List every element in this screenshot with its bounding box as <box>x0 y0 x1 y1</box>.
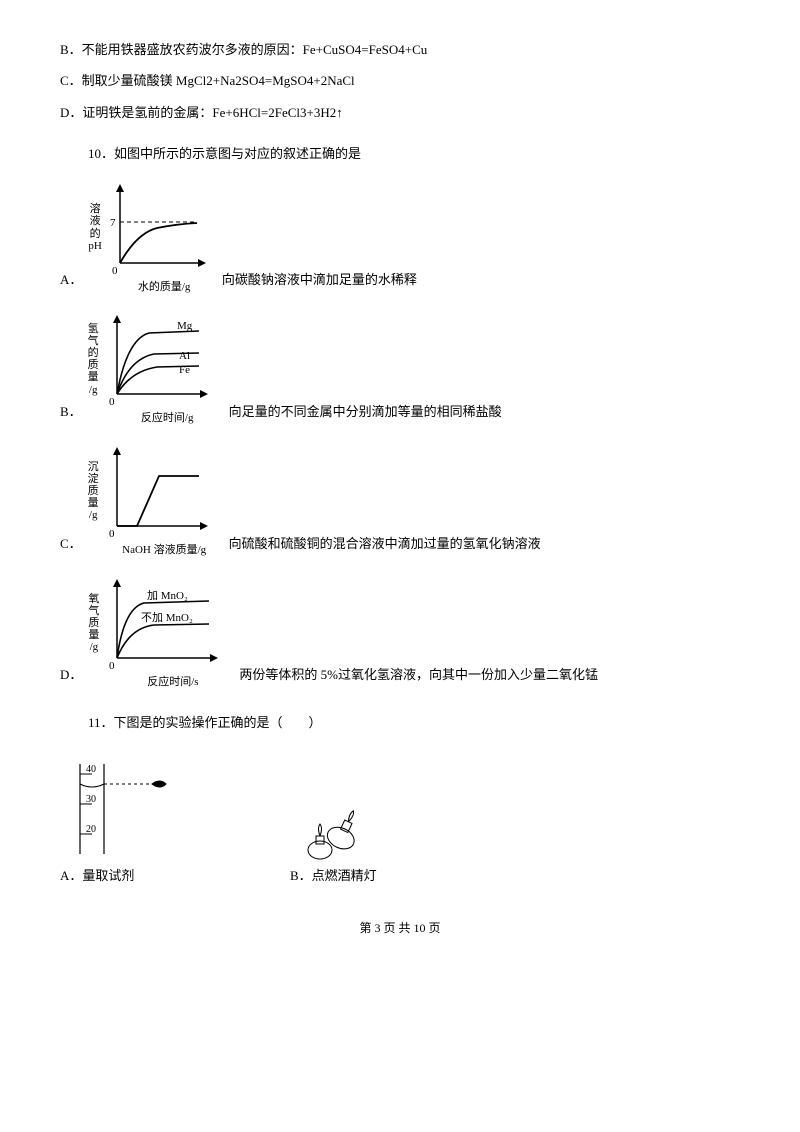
question-10-title: 10．如图中所示的示意图与对应的叙述正确的是 <box>88 142 740 165</box>
y-axis-label: 氧气质量/g <box>88 593 99 653</box>
svg-text:40: 40 <box>86 764 96 775</box>
option-b: B．不能用铁器盛放农药波尔多液的原因：Fe+CuSO4=FeSO4+Cu <box>60 38 740 61</box>
chart-a-svg: 7 0 <box>102 178 212 278</box>
svg-text:Fe: Fe <box>179 364 190 376</box>
q11-option-b: B．点燃酒精灯 <box>290 784 390 887</box>
q10-option-a: A． 溶液的pH 溶液的pH 7 0 水的质量/g 向碳酸钠溶液中滴加足量的水稀… <box>60 178 740 298</box>
chart-d-svg: 加 MnO₂ 不加 MnO₂ 0 <box>99 573 229 673</box>
option-d: D．证明铁是氢前的金属：Fe+6HCl=2FeCl3+3H2↑ <box>60 101 740 124</box>
q11-a-label: A．量取试剂 <box>60 864 134 887</box>
measuring-cylinder-svg: 40 30 20 <box>60 754 170 864</box>
y-axis-label: 溶液的pH 溶液的pH <box>88 203 101 251</box>
option-c-desc: 向硫酸和硫酸铜的混合溶液中滴加过量的氢氧化钠溶液 <box>229 532 541 561</box>
svg-text:0: 0 <box>109 528 115 540</box>
y-tick-7: 7 <box>110 217 116 229</box>
origin-label: 0 <box>112 265 118 277</box>
y-axis-label: 氢气的质量/g <box>88 323 99 396</box>
q10-option-d: D． 氧气质量/g 加 MnO₂ 不加 MnO₂ 0 反应时间/s 两份等体积的… <box>60 573 740 693</box>
q10-option-b: B． 氢气的质量/g Mg Al Fe 0 反应时间/g 向足量的不同金属中分别… <box>60 309 740 429</box>
q10-option-c: C． 沉淀质量/g 0 NaOH 溶液质量/g 向硫酸和硫酸铜的混合溶液中滴加过… <box>60 441 740 561</box>
option-letter: A． <box>60 268 82 297</box>
chart-c-svg: 0 <box>99 441 219 541</box>
chart-a: 溶液的pH 溶液的pH 7 0 水的质量/g <box>88 178 211 298</box>
q11-b-label: B．点燃酒精灯 <box>290 864 377 887</box>
chart-b: 氢气的质量/g Mg Al Fe 0 反应时间/g <box>88 309 219 429</box>
option-a-desc: 向碳酸钠溶液中滴加足量的水稀释 <box>222 268 417 297</box>
x-axis-label: NaOH 溶液质量/g <box>110 541 219 561</box>
svg-text:30: 30 <box>86 794 96 805</box>
option-d-desc: 两份等体积的 5%过氧化氢溶液，向其中一份加入少量二氧化锰 <box>239 663 598 692</box>
x-axis-label: 水的质量/g <box>116 278 211 298</box>
svg-text:Al: Al <box>179 350 190 362</box>
q11-option-a: 40 30 20 A．量取试剂 <box>60 754 170 887</box>
svg-text:0: 0 <box>109 396 115 408</box>
x-axis-label: 反应时间/s <box>116 673 229 693</box>
chart-d: 氧气质量/g 加 MnO₂ 不加 MnO₂ 0 反应时间/s <box>88 573 229 693</box>
page-footer: 第 3 页 共 10 页 <box>60 918 740 940</box>
option-letter: B． <box>60 400 82 429</box>
option-c: C．制取少量硫酸镁 MgCl2+Na2SO4=MgSO4+2NaCl <box>60 69 740 92</box>
q11-options-row: 40 30 20 A．量取试剂 <box>60 754 740 887</box>
svg-text:20: 20 <box>86 824 96 835</box>
alcohol-lamp-svg <box>290 784 390 864</box>
option-b-desc: 向足量的不同金属中分别滴加等量的相同稀盐酸 <box>229 400 502 429</box>
svg-text:不加 MnO₂: 不加 MnO₂ <box>141 611 193 624</box>
option-letter: C． <box>60 532 82 561</box>
y-axis-label: 沉淀质量/g <box>88 461 99 521</box>
option-letter: D． <box>60 663 82 692</box>
chart-c: 沉淀质量/g 0 NaOH 溶液质量/g <box>88 441 219 561</box>
svg-text:Mg: Mg <box>177 320 193 332</box>
chart-b-svg: Mg Al Fe 0 <box>99 309 219 409</box>
svg-text:0: 0 <box>109 660 115 672</box>
question-11-title: 11．下图是的实验操作正确的是（ ） <box>88 711 740 734</box>
x-axis-label: 反应时间/g <box>116 409 219 429</box>
svg-text:加 MnO₂: 加 MnO₂ <box>147 589 188 602</box>
